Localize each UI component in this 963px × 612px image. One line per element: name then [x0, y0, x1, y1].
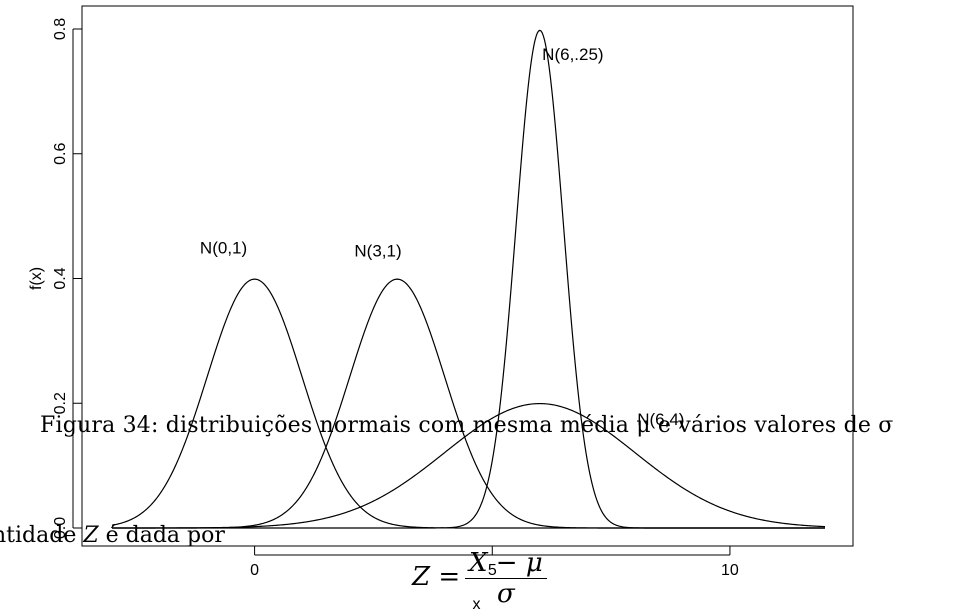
figure-caption: Figura 34: distribuições normais com mes…	[40, 413, 894, 438]
x-axis-label: x	[473, 596, 481, 612]
density-curve	[112, 278, 825, 529]
x-tick-label: 10	[721, 562, 739, 579]
y-tick-label: 0.8	[52, 18, 69, 40]
equation-numerator: X − μ	[465, 548, 547, 579]
plot-frame	[81, 5, 854, 547]
y-tick-label: 0.4	[52, 267, 69, 289]
curve-label: N(3,1)	[354, 242, 401, 261]
equation-lhs: Z =	[412, 562, 461, 592]
x-tick-label: 5	[488, 562, 497, 579]
equation-fraction: X − μ σ	[465, 548, 547, 609]
curve-label: N(6,.25)	[542, 45, 603, 64]
density-curve	[111, 278, 825, 529]
density-curve	[112, 29, 825, 529]
y-tick-label: 0.6	[52, 143, 69, 165]
density-curve	[111, 402, 826, 529]
curve-label: N(0,1)	[200, 239, 247, 258]
curve-label: N(6,4)	[637, 410, 684, 429]
body-text-suffix: é dada por	[98, 523, 225, 548]
y-tick-label: 0.2	[52, 392, 69, 414]
body-text-line: ntidade Z é dada por	[0, 523, 225, 548]
x-tick-label: 0	[250, 562, 259, 579]
body-text-variable: Z	[83, 523, 99, 548]
y-axis-label: f(x)	[28, 267, 45, 290]
y-tick-label: 0.0	[52, 517, 69, 539]
equation-denominator: σ	[496, 579, 515, 609]
body-text-prefix: ntidade	[0, 523, 84, 548]
